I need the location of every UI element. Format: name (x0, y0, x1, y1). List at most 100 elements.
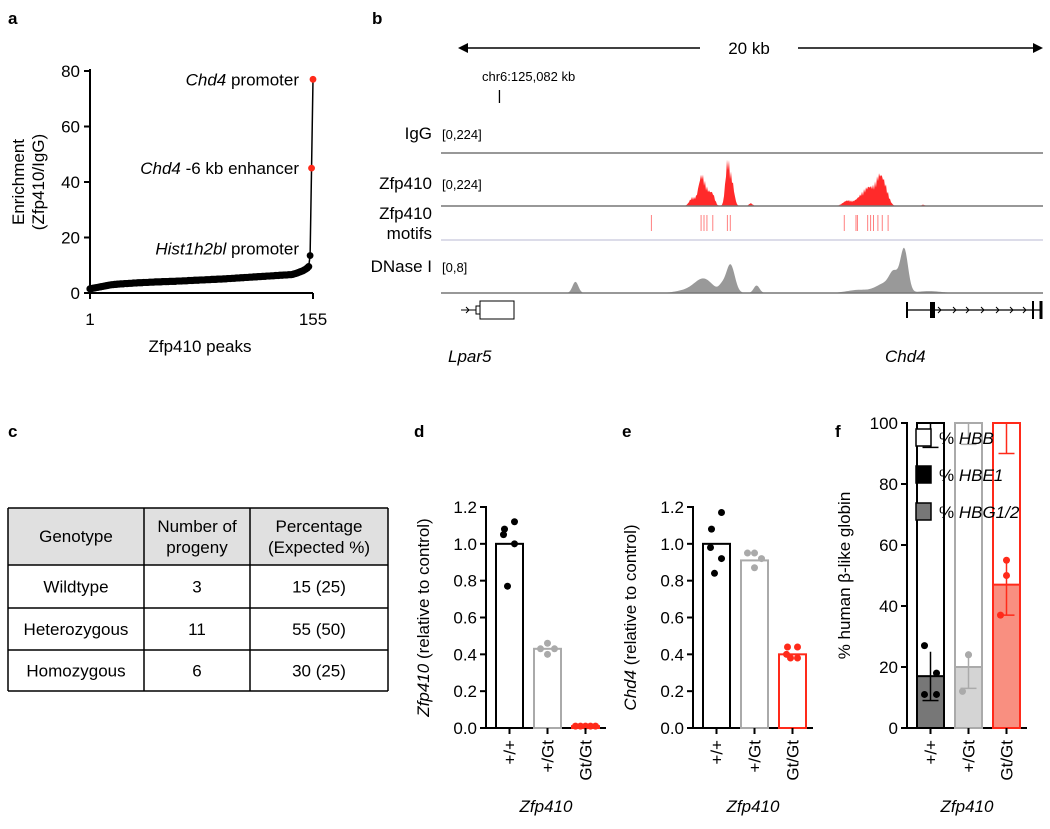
gene-label-chd4: Chd4 (885, 347, 926, 366)
data-point (708, 525, 715, 533)
exon (930, 302, 935, 318)
enrichment-rank-plot: Enrichment (Zfp410/IgG) Zfp410 peaks 1 1… (9, 62, 327, 356)
text-part: -6 kb enhancer (181, 159, 299, 178)
legend-swatch (915, 465, 932, 484)
highlight-point (309, 75, 317, 83)
progeny-table: Genotype Number of progeny Percentage (Expec… (7, 507, 389, 692)
table-header: Percentage (276, 517, 363, 536)
table-cell: Homozygous (26, 662, 125, 681)
coordinate-label: chr6:125,082 kb (482, 69, 575, 84)
track-range: [0,224] (442, 177, 482, 192)
table-cell: 55 (50) (292, 620, 346, 639)
data-point (784, 643, 791, 651)
data-point (504, 582, 511, 590)
data-point (959, 687, 966, 695)
text-part: promoter (226, 240, 299, 259)
y-tick-label: 0.0 (453, 719, 477, 738)
text-part: HBB (959, 429, 994, 448)
data-point (921, 642, 928, 650)
strand-arrow-icon (980, 306, 985, 314)
x-tick-label: Gt/Gt (577, 740, 596, 781)
table-cell: Heterozygous (24, 620, 129, 639)
data-point (544, 650, 551, 658)
data-point (501, 525, 508, 533)
panel-label-a: a (8, 9, 18, 28)
y-tick-label: 40 (61, 173, 80, 192)
text-part: (relative to control) (414, 518, 433, 664)
data-point (933, 690, 940, 698)
y-tick-label: 0.2 (453, 682, 477, 701)
x-tick-label: +/+ (501, 740, 520, 765)
data-point (511, 540, 518, 548)
x-axis-label: Zfp410 (519, 797, 573, 816)
data-point (718, 509, 725, 517)
table-cell: 11 (188, 620, 206, 639)
data-point (751, 564, 758, 572)
signal-area (441, 159, 1043, 206)
highlight-point (308, 164, 315, 172)
y-tick-label: 60 (61, 118, 80, 137)
zfp410-expression-chart: 0.00.20.40.60.81.01.2+/+ +/Gt Gt/GtZfp410Z… (414, 498, 606, 816)
y-tick-label: 80 (61, 62, 80, 81)
y-tick-label: 0.8 (660, 572, 684, 591)
highlight-point (306, 252, 314, 259)
exon-box (479, 300, 515, 320)
panel-label-c: c (8, 422, 17, 441)
table-header: progeny (166, 538, 228, 557)
data-point (511, 518, 518, 526)
strand-arrow-icon (1009, 306, 1014, 314)
text-part: Chd4 (140, 159, 181, 178)
gene-label-lpar5: Lpar5 (448, 347, 492, 366)
y-tick-label: 20 (61, 229, 80, 248)
y-tick-label: 0.2 (660, 682, 684, 701)
x-tick-label: +/Gt (746, 740, 765, 773)
data-point (592, 722, 599, 730)
annotation-label: Chd4 -6 kb enhancer (140, 159, 299, 178)
data-point (965, 651, 972, 659)
data-point (758, 555, 765, 563)
data-point (933, 669, 940, 677)
data-point (718, 555, 725, 563)
x-tick-label: +/+ (922, 740, 941, 765)
arrow-right-icon (1033, 43, 1043, 53)
data-point (997, 611, 1004, 619)
strand-arrow-icon (465, 306, 470, 314)
text-part: Chd4 (186, 70, 227, 89)
y-axis-label: Zfp410 (relative to control) (414, 518, 433, 717)
data-point (1003, 572, 1010, 579)
y-tick-label: 0.0 (660, 719, 684, 738)
text-part: Chd4 (621, 670, 640, 711)
panel-label-f: f (835, 422, 841, 441)
data-point (551, 645, 558, 653)
y-axis-label-line2: (Zfp410/IgG) (29, 134, 48, 230)
text-part: % (939, 429, 959, 448)
x-tick-label: Gt/Gt (998, 740, 1017, 781)
x-tick-label: 155 (299, 310, 327, 329)
bar (495, 542, 524, 729)
text-part: % (939, 503, 959, 522)
x-tick-label: Gt/Gt (784, 740, 803, 781)
scale-label: 20 kb (728, 39, 770, 58)
y-tick-label: 0 (71, 284, 80, 303)
data-point (500, 531, 507, 539)
text-part: HBE1 (959, 466, 1003, 485)
text-part: Zfp410 (414, 663, 433, 717)
track-label: IgG (405, 124, 432, 143)
y-tick-label: 20 (879, 658, 898, 677)
legend-swatch (915, 428, 932, 447)
table-cell: 6 (192, 662, 201, 681)
data-point (587, 722, 594, 730)
y-tick-label: 1.2 (453, 498, 477, 517)
x-tick-label: +/Gt (960, 740, 979, 773)
legend-label: % HBB (939, 429, 994, 448)
track-range: [0,8] (442, 260, 467, 275)
data-point (707, 544, 714, 552)
text-part: % (939, 466, 959, 485)
data-point (751, 549, 758, 557)
strand-arrow-icon (995, 306, 1000, 314)
signal-area (441, 247, 1043, 293)
data-point (744, 549, 751, 557)
strand-arrow-icon (937, 306, 942, 314)
legend-label: % HBE1 (939, 466, 1003, 485)
x-tick-label: +/Gt (539, 740, 558, 773)
